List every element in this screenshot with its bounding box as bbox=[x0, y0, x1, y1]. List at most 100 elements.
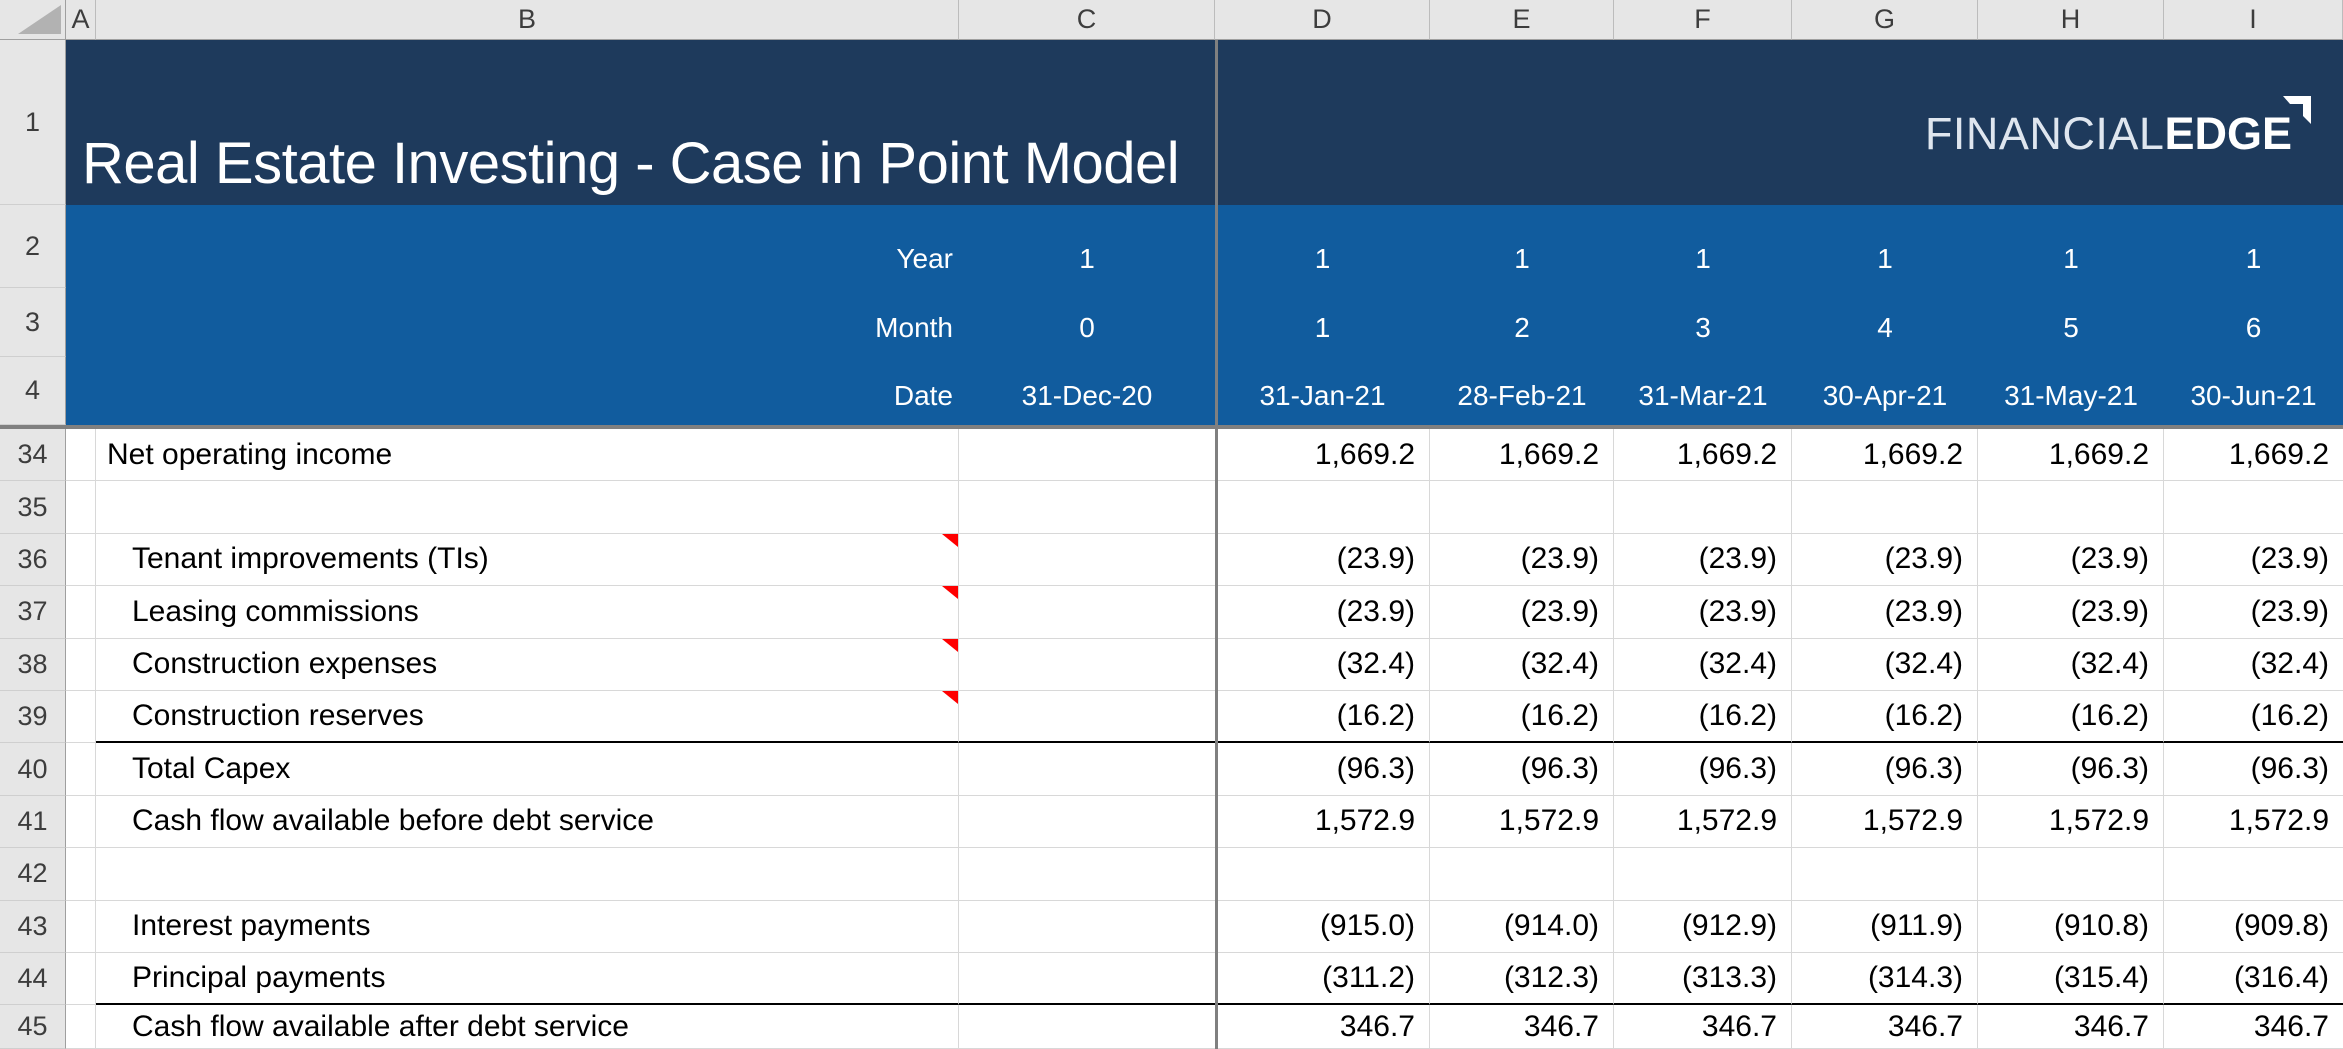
cell-c40[interactable] bbox=[959, 743, 1215, 796]
cell-f45[interactable]: 346.7 bbox=[1614, 1005, 1792, 1049]
cell-d42[interactable] bbox=[1215, 848, 1430, 901]
cell-f42[interactable] bbox=[1614, 848, 1792, 901]
row-header-2[interactable]: 2 bbox=[0, 205, 66, 288]
cell-a37[interactable] bbox=[66, 586, 96, 639]
cell-a44[interactable] bbox=[66, 952, 96, 1006]
column-header-g[interactable]: G bbox=[1792, 0, 1978, 40]
row-header-41[interactable]: 41 bbox=[0, 795, 66, 849]
cell-f43[interactable]: (912.9) bbox=[1614, 900, 1792, 953]
cell-e41[interactable]: 1,572.9 bbox=[1430, 795, 1614, 849]
column-header-c[interactable]: C bbox=[959, 0, 1215, 40]
cell-h34[interactable]: 1,669.2 bbox=[1978, 429, 2164, 482]
cell-g45[interactable]: 346.7 bbox=[1792, 1005, 1978, 1049]
cell-g37[interactable]: (23.9) bbox=[1792, 586, 1978, 639]
cell-i36[interactable]: (23.9) bbox=[2164, 533, 2343, 587]
cell-g44[interactable]: (314.3) bbox=[1792, 952, 1978, 1006]
cell-d45[interactable]: 346.7 bbox=[1215, 1005, 1430, 1049]
cell-i40[interactable]: (96.3) bbox=[2164, 743, 2343, 796]
year-label[interactable]: Year bbox=[896, 243, 953, 274]
cell-a3[interactable] bbox=[66, 288, 96, 357]
cell-f4[interactable]: 31-Mar-21 bbox=[1638, 380, 1768, 411]
cell-e44[interactable]: (312.3) bbox=[1430, 952, 1614, 1006]
cell-f44[interactable]: (313.3) bbox=[1614, 952, 1792, 1006]
cell-a43[interactable] bbox=[66, 900, 96, 953]
cell-d37[interactable]: (23.9) bbox=[1215, 586, 1430, 639]
row-header-40[interactable]: 40 bbox=[0, 743, 66, 796]
cell-e39[interactable]: (16.2) bbox=[1430, 690, 1614, 744]
cell-i34[interactable]: 1,669.2 bbox=[2164, 429, 2343, 482]
cell-h43[interactable]: (910.8) bbox=[1978, 900, 2164, 953]
cell-e34[interactable]: 1,669.2 bbox=[1430, 429, 1614, 482]
cell-b42[interactable] bbox=[96, 848, 959, 901]
cell-c34[interactable] bbox=[959, 429, 1215, 482]
cell-d44[interactable]: (311.2) bbox=[1215, 952, 1430, 1006]
cell-h36[interactable]: (23.9) bbox=[1978, 533, 2164, 587]
cell-a40[interactable] bbox=[66, 743, 96, 796]
cell-g39[interactable]: (16.2) bbox=[1792, 690, 1978, 744]
select-all-button[interactable] bbox=[0, 0, 66, 40]
cell-i44[interactable]: (316.4) bbox=[2164, 952, 2343, 1006]
cell-b43[interactable]: Interest payments bbox=[96, 900, 959, 953]
cell-c41[interactable] bbox=[959, 795, 1215, 849]
cell-g2[interactable]: 1 bbox=[1877, 243, 1893, 274]
cell-c37[interactable] bbox=[959, 586, 1215, 639]
cell-e45[interactable]: 346.7 bbox=[1430, 1005, 1614, 1049]
cell-e36[interactable]: (23.9) bbox=[1430, 533, 1614, 587]
row-header-3[interactable]: 3 bbox=[0, 288, 66, 357]
cell-b40[interactable]: Total Capex bbox=[96, 743, 959, 796]
row-header-36[interactable]: 36 bbox=[0, 533, 66, 587]
cell-e2[interactable]: 1 bbox=[1514, 243, 1530, 274]
cell-b35[interactable] bbox=[96, 481, 959, 534]
cell-c2[interactable]: 1 bbox=[1079, 243, 1095, 274]
cell-a38[interactable] bbox=[66, 638, 96, 691]
cell-c35[interactable] bbox=[959, 481, 1215, 534]
column-header-h[interactable]: H bbox=[1978, 0, 2164, 40]
cell-a45[interactable] bbox=[66, 1005, 96, 1049]
column-header-a[interactable]: A bbox=[66, 0, 96, 40]
cell-h37[interactable]: (23.9) bbox=[1978, 586, 2164, 639]
cell-d2[interactable]: 1 bbox=[1314, 243, 1331, 274]
cell-g38[interactable]: (32.4) bbox=[1792, 638, 1978, 691]
cell-b36[interactable]: Tenant improvements (TIs) bbox=[96, 533, 959, 587]
row-header-37[interactable]: 37 bbox=[0, 586, 66, 639]
cell-g35[interactable] bbox=[1792, 481, 1978, 534]
cell-i41[interactable]: 1,572.9 bbox=[2164, 795, 2343, 849]
cell-b41[interactable]: Cash flow available before debt service bbox=[96, 795, 959, 849]
cell-b34[interactable]: Net operating income bbox=[96, 429, 959, 482]
row-header-38[interactable]: 38 bbox=[0, 638, 66, 691]
cell-a4[interactable] bbox=[66, 357, 96, 425]
cell-i38[interactable]: (32.4) bbox=[2164, 638, 2343, 691]
cell-c3[interactable]: 0 bbox=[1079, 312, 1095, 343]
cell-a35[interactable] bbox=[66, 481, 96, 534]
cell-f3[interactable]: 3 bbox=[1695, 312, 1711, 343]
cell-e38[interactable]: (32.4) bbox=[1430, 638, 1614, 691]
cell-i45[interactable]: 346.7 bbox=[2164, 1005, 2343, 1049]
cell-d3[interactable]: 1 bbox=[1314, 312, 1331, 343]
cell-c44[interactable] bbox=[959, 952, 1215, 1006]
cell-b45[interactable]: Cash flow available after debt service bbox=[96, 1005, 959, 1049]
cell-c39[interactable] bbox=[959, 690, 1215, 744]
cell-a34[interactable] bbox=[66, 429, 96, 482]
cell-a41[interactable] bbox=[66, 795, 96, 849]
cell-h40[interactable]: (96.3) bbox=[1978, 743, 2164, 796]
cell-f40[interactable]: (96.3) bbox=[1614, 743, 1792, 796]
title-band-cell[interactable]: Real Estate Investing - Case in Point Mo… bbox=[66, 40, 2343, 205]
cell-g36[interactable]: (23.9) bbox=[1792, 533, 1978, 587]
cell-d38[interactable]: (32.4) bbox=[1215, 638, 1430, 691]
month-label[interactable]: Month bbox=[875, 312, 953, 343]
cell-a39[interactable] bbox=[66, 690, 96, 744]
row-header-35[interactable]: 35 bbox=[0, 481, 66, 534]
cell-b38[interactable]: Construction expenses bbox=[96, 638, 959, 691]
column-header-e[interactable]: E bbox=[1430, 0, 1614, 40]
cell-d40[interactable]: (96.3) bbox=[1215, 743, 1430, 796]
row-header-44[interactable]: 44 bbox=[0, 952, 66, 1006]
cell-b44[interactable]: Principal payments bbox=[96, 952, 959, 1006]
cell-d35[interactable] bbox=[1215, 481, 1430, 534]
cell-d34[interactable]: 1,669.2 bbox=[1215, 429, 1430, 482]
cell-f36[interactable]: (23.9) bbox=[1614, 533, 1792, 587]
row-header-45[interactable]: 45 bbox=[0, 1005, 66, 1049]
cell-e40[interactable]: (96.3) bbox=[1430, 743, 1614, 796]
cell-h44[interactable]: (315.4) bbox=[1978, 952, 2164, 1006]
cell-e3[interactable]: 2 bbox=[1514, 312, 1530, 343]
cell-g42[interactable] bbox=[1792, 848, 1978, 901]
